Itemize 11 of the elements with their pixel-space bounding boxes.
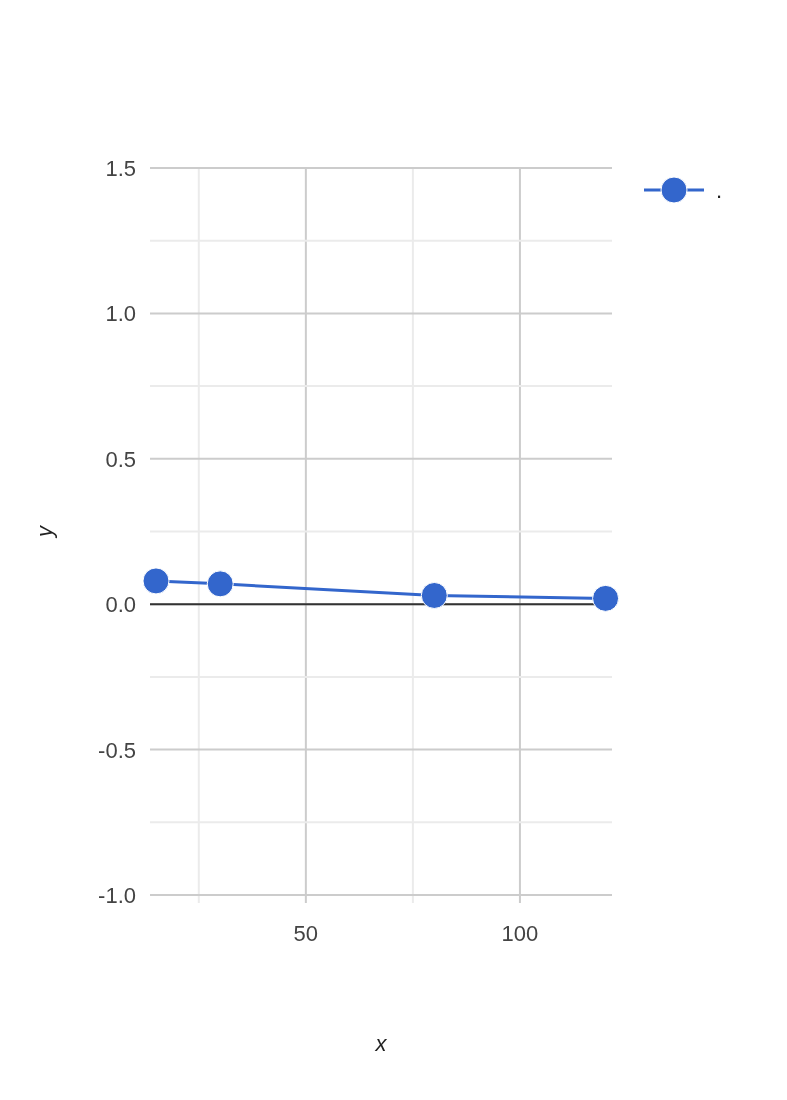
x-tick-label: 50 <box>293 921 319 946</box>
y-tick-label: 0.5 <box>105 446 136 472</box>
y-tick-label: -1.0 <box>98 883 136 908</box>
x-tick-label: 100 <box>501 921 539 946</box>
y-tick-label: -0.5 <box>98 737 136 763</box>
x-axis-title: x <box>374 1031 388 1056</box>
y-axis-title: y <box>32 524 57 539</box>
y-tick-label: 0.0 <box>105 592 136 618</box>
y-tick-label: 1.0 <box>105 301 136 327</box>
legend-label: . <box>716 178 723 203</box>
y-tick-label: 1.5 <box>105 156 136 181</box>
